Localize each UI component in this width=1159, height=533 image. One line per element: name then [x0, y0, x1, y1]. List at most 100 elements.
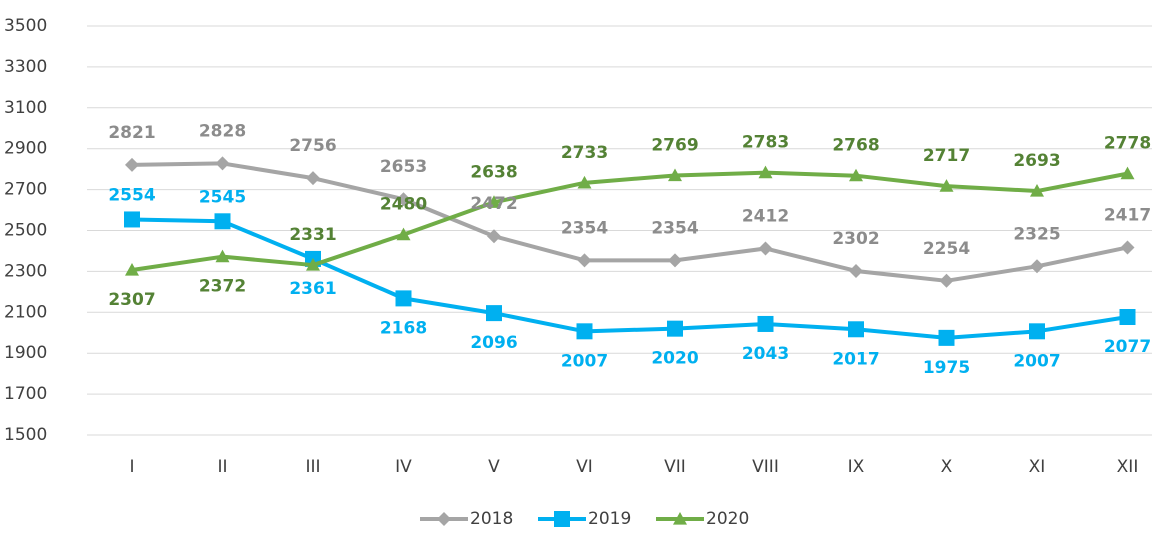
marker [1120, 166, 1135, 180]
data-label: 2472 [470, 194, 517, 214]
marker [125, 157, 139, 172]
series [125, 165, 1135, 276]
marker [1030, 259, 1044, 274]
data-label: 2717 [923, 146, 970, 166]
x-tick-label: IX [848, 457, 865, 477]
data-label: 2653 [380, 157, 427, 177]
data-label: 2372 [199, 277, 246, 297]
data-label: 2077 [1104, 337, 1151, 357]
marker [306, 258, 320, 271]
x-tick-label: III [305, 457, 320, 477]
marker [576, 323, 593, 340]
legend-label: 2020 [706, 509, 749, 529]
line [131, 170, 1128, 272]
x-tick-label: XII [1117, 457, 1139, 477]
marker [437, 512, 451, 526]
x-tick-label: IV [395, 457, 412, 477]
data-label: 2302 [832, 229, 879, 249]
data-label: 2017 [832, 349, 879, 369]
data-label: 2756 [289, 136, 336, 156]
data-label: 2821 [108, 123, 155, 143]
marker [1120, 240, 1135, 255]
data-label: 1975 [923, 358, 970, 378]
marker [849, 263, 863, 278]
data-label: 2354 [651, 218, 698, 238]
y-tick-label: 2700 [4, 180, 47, 200]
series [124, 211, 1136, 346]
x-tick-label: VI [576, 457, 593, 477]
legend-label: 2018 [470, 509, 513, 529]
data-label: 2480 [380, 195, 427, 215]
marker [125, 262, 139, 276]
legend-label: 2019 [588, 509, 631, 529]
data-label: 2325 [1013, 224, 1060, 244]
marker [487, 195, 501, 208]
marker [215, 156, 230, 171]
data-label: 2354 [561, 218, 608, 238]
legend-item: 2019 [538, 509, 631, 529]
data-label: 2769 [651, 135, 698, 155]
marker [486, 305, 502, 322]
y-tick-label: 1900 [4, 343, 47, 363]
series [125, 156, 1135, 288]
marker [668, 253, 682, 268]
marker [758, 241, 773, 256]
marker [1029, 323, 1045, 340]
marker [395, 290, 412, 307]
marker [848, 321, 864, 338]
y-tick-label: 3500 [4, 16, 47, 36]
x-tick-label: XI [1029, 457, 1046, 477]
y-tick-label: 2300 [4, 261, 47, 281]
data-label: 2307 [108, 290, 155, 310]
marker [396, 227, 411, 241]
data-label: 2778 [1104, 134, 1151, 154]
marker [938, 329, 955, 346]
data-label: 2693 [1013, 151, 1060, 171]
data-label: 2254 [923, 239, 970, 259]
marker [939, 273, 954, 288]
data-label: 2096 [470, 333, 517, 353]
marker [1119, 309, 1136, 326]
marker [1030, 184, 1044, 197]
legend-item: 2020 [656, 509, 749, 529]
data-label: 2733 [561, 143, 608, 163]
marker [396, 192, 411, 207]
data-label: 2361 [289, 279, 336, 299]
data-label: 2768 [832, 136, 879, 156]
x-tick-label: I [129, 457, 134, 477]
data-label: 2020 [651, 349, 698, 369]
y-tick-label: 3100 [4, 98, 47, 118]
y-tick-label: 2900 [4, 139, 47, 159]
y-tick-label: 2500 [4, 221, 47, 241]
data-label: 2638 [470, 162, 517, 182]
line [131, 161, 1128, 283]
x-tick-label: VIII [752, 457, 779, 477]
marker [757, 315, 774, 332]
marker [758, 165, 773, 179]
marker [667, 320, 683, 337]
legend-item: 2018 [420, 509, 513, 529]
data-label: 2007 [561, 351, 608, 371]
data-label: 2043 [742, 344, 789, 364]
y-tick-label: 1500 [4, 425, 47, 445]
marker [214, 213, 231, 230]
data-label: 2331 [289, 225, 336, 245]
data-label: 2783 [742, 133, 789, 153]
marker [673, 512, 687, 525]
marker [215, 249, 230, 263]
data-label: 2168 [380, 318, 427, 338]
marker [577, 175, 592, 189]
marker [306, 171, 320, 186]
data-label: 2554 [108, 185, 155, 205]
x-tick-label: VII [664, 457, 686, 477]
y-tick-label: 2100 [4, 302, 47, 322]
marker [939, 179, 954, 192]
marker [577, 253, 592, 268]
data-label: 2417 [1104, 205, 1151, 225]
marker [124, 211, 140, 228]
x-tick-label: V [488, 457, 500, 477]
marker [668, 168, 682, 182]
marker [487, 229, 501, 244]
x-tick-label: X [941, 457, 953, 477]
